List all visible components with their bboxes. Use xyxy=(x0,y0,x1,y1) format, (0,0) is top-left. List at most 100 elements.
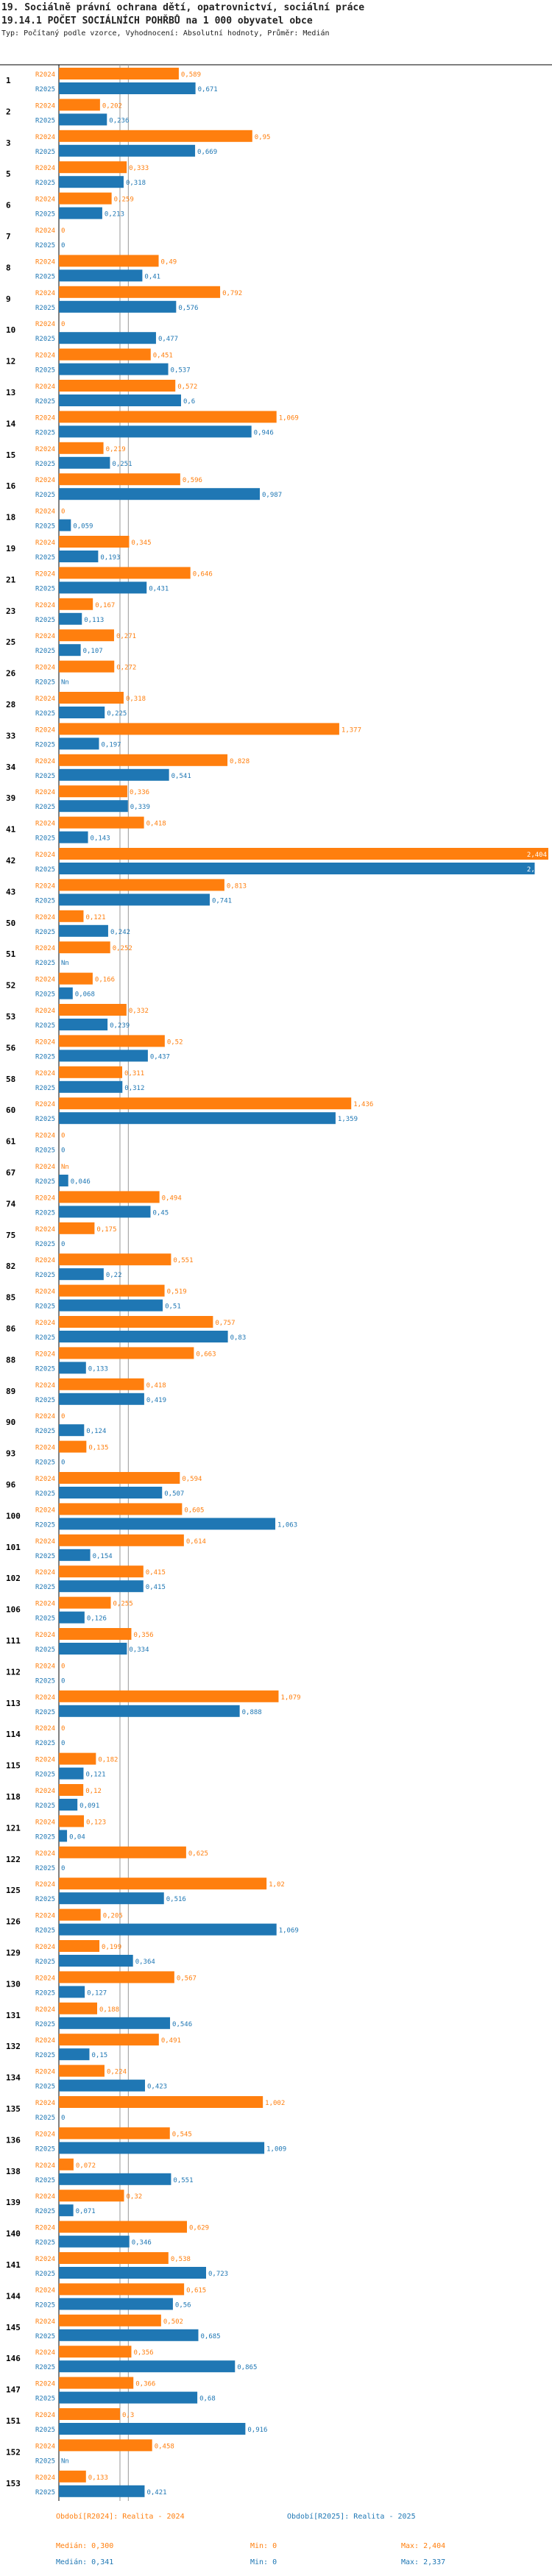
category-label: 75 xyxy=(6,1231,15,1240)
series-label-2024: R2024 xyxy=(35,1975,55,1982)
bar-2025 xyxy=(59,2235,130,2248)
value-label-2025: 0,121 xyxy=(85,1772,105,1779)
value-label-2024: 0,615 xyxy=(186,2287,206,2294)
bar-2025 xyxy=(59,300,177,313)
chart-legend: Období[R2024]: Realita - 2024 Období[R20… xyxy=(0,2501,552,2575)
bar-2024 xyxy=(59,1878,267,1890)
legend-label-2025: Období[R2025]: Realita - 2025 xyxy=(287,2513,416,2521)
bar-2024 xyxy=(59,473,180,486)
bar-2025 xyxy=(59,332,156,344)
category-label: 74 xyxy=(6,1199,16,1209)
bar-2024 xyxy=(59,1222,95,1234)
value-label-2024: 0,182 xyxy=(98,1757,118,1764)
value-label-2024: 0,418 xyxy=(146,1382,166,1390)
series-label-2024: R2024 xyxy=(35,1257,55,1264)
bar-2025 xyxy=(59,2329,199,2341)
series-label-2025: R2025 xyxy=(35,585,55,592)
category-label: 121 xyxy=(6,1823,21,1833)
value-label-2025: 1,359 xyxy=(338,1116,358,1123)
bar-2025 xyxy=(59,863,535,874)
series-label-2024: R2024 xyxy=(35,2131,55,2138)
category-label: 50 xyxy=(6,919,15,928)
category-label: 43 xyxy=(6,887,15,896)
category-label: 100 xyxy=(6,1511,21,1521)
series-label-2024: R2024 xyxy=(35,134,55,141)
category-label: 130 xyxy=(6,1979,21,1989)
series-label-2025: R2025 xyxy=(35,1459,55,1467)
category-label: 8 xyxy=(6,263,11,272)
series-label-2024: R2024 xyxy=(35,539,55,547)
value-label-2025: 0,193 xyxy=(100,554,120,562)
bar-2025 xyxy=(59,644,81,657)
category-label: 51 xyxy=(6,949,16,959)
value-label-2025: 0,04 xyxy=(69,1833,85,1841)
series-label-2025: R2025 xyxy=(35,991,55,999)
bar-2024 xyxy=(59,1971,174,1984)
value-label-2024: 0,332 xyxy=(129,1008,149,1015)
bar-2024 xyxy=(59,1784,84,1796)
value-label-2024: 1,002 xyxy=(265,2100,285,2107)
series-label-2025: R2025 xyxy=(35,1521,55,1529)
bar-2025 xyxy=(59,1705,240,1717)
series-label-2024: R2024 xyxy=(35,1663,55,1670)
category-label: 129 xyxy=(6,1948,21,1958)
series-label-2024: R2024 xyxy=(35,570,55,578)
category-label: 122 xyxy=(6,1855,21,1864)
bar-2024 xyxy=(59,1347,194,1359)
value-label-2025: 1,063 xyxy=(277,1521,297,1529)
category-label: 134 xyxy=(6,2073,21,2083)
bar-2024 xyxy=(59,1316,213,1328)
value-label-2024: 0,135 xyxy=(88,1445,108,1452)
category-label: 140 xyxy=(6,2229,21,2239)
value-label-2025: 0,685 xyxy=(200,2333,220,2340)
value-label-2025: 0,059 xyxy=(73,523,93,531)
value-label-2025: 0,41 xyxy=(144,273,160,280)
series-label-2025: R2025 xyxy=(35,1053,55,1061)
value-label-2025: 0,318 xyxy=(126,180,146,187)
value-label-2024: 0,336 xyxy=(130,789,149,796)
bar-2025 xyxy=(59,2048,90,2061)
value-label-2024: 0,32 xyxy=(127,2193,143,2201)
value-label-2024: 0,418 xyxy=(146,821,166,828)
series-label-2024: R2024 xyxy=(35,1694,55,1702)
bar-2024 xyxy=(59,2221,187,2233)
series-label-2024: R2024 xyxy=(35,290,55,297)
value-label-2025: 0,107 xyxy=(83,648,103,655)
bar-2025 xyxy=(59,2485,145,2497)
category-label: 115 xyxy=(6,1761,21,1771)
bar-2025 xyxy=(59,1611,85,1624)
value-label-2024: 0,356 xyxy=(133,2349,153,2357)
value-label-2025: 0 xyxy=(61,1459,65,1467)
series-label-2025: R2025 xyxy=(35,2396,55,2403)
value-label-2024: Nn xyxy=(61,1164,69,1171)
value-label-2024: 0,12 xyxy=(85,1788,102,1795)
bar-2025 xyxy=(59,1580,144,1593)
value-label-2024: 1,377 xyxy=(342,726,361,734)
series-label-2025: R2025 xyxy=(35,1147,55,1155)
value-label-2024: 0 xyxy=(61,509,65,516)
series-label-2025: R2025 xyxy=(35,929,55,936)
bar-2025 xyxy=(59,987,73,999)
bar-2024 xyxy=(59,536,130,548)
series-label-2024: R2024 xyxy=(35,665,55,672)
value-label-2025: 0,143 xyxy=(91,835,110,843)
category-label: 12 xyxy=(6,357,15,367)
series-label-2025: R2025 xyxy=(35,2427,55,2434)
series-label-2024: R2024 xyxy=(35,1164,55,1171)
series-label-2025: R2025 xyxy=(35,1178,55,1186)
bar-2024 xyxy=(59,879,224,891)
series-label-2024: R2024 xyxy=(35,2381,55,2388)
series-label-2025: R2025 xyxy=(35,273,55,280)
value-label-2024: 0,224 xyxy=(107,2069,127,2076)
value-label-2024: 0,166 xyxy=(95,977,115,984)
category-label: 82 xyxy=(6,1262,15,1271)
value-label-2024: 1,069 xyxy=(279,414,299,422)
series-label-2024: R2024 xyxy=(35,258,55,266)
value-label-2025: 0,45 xyxy=(152,1209,169,1217)
bar-2024 xyxy=(59,1191,160,1203)
value-label-2024: 0,175 xyxy=(96,1226,116,1234)
series-label-2025: R2025 xyxy=(35,1428,55,1435)
value-label-2025: 0,22 xyxy=(106,1272,122,1279)
series-label-2025: R2025 xyxy=(35,1865,55,1872)
series-label-2024: R2024 xyxy=(35,1881,55,1889)
